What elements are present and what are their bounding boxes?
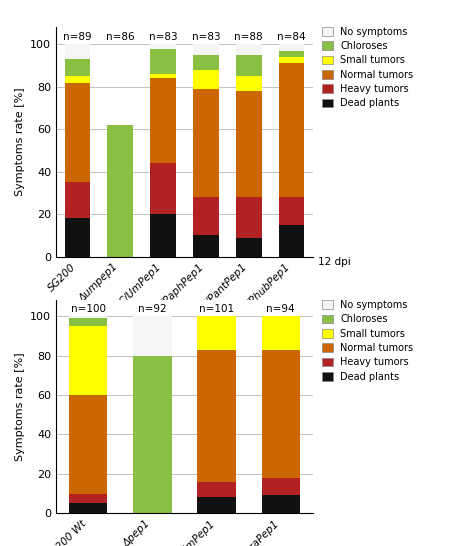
Text: n=83: n=83 [149,32,177,42]
Bar [193,55,219,70]
Bar [150,78,176,163]
Legend: No symptoms, Chloroses, Small tumors, Normal tumors, Heavy tumors, Dead plants: No symptoms, Chloroses, Small tumors, No… [318,296,417,385]
Bar [236,91,262,197]
Bar [150,44,176,49]
Bar [150,74,176,78]
Bar [64,82,90,182]
Bar [236,197,262,238]
Text: 12 dpi: 12 dpi [318,257,351,266]
Bar [150,49,176,74]
Text: n=100: n=100 [71,304,106,314]
Bar [69,503,107,513]
Bar [236,238,262,257]
Text: n=94: n=94 [267,304,295,314]
Bar [262,478,300,496]
Bar [236,44,262,55]
Bar [193,70,219,89]
Bar [69,326,107,395]
Bar [279,51,304,57]
Bar [69,318,107,326]
Bar [150,163,176,214]
Bar [193,44,219,55]
Bar [198,316,236,349]
Bar [193,235,219,257]
Bar [262,349,300,478]
Bar [198,349,236,482]
Bar [279,57,304,63]
Bar [279,197,304,225]
Legend: No symptoms, Chloroses, Small tumors, Normal tumors, Heavy tumors, Dead plants: No symptoms, Chloroses, Small tumors, No… [318,23,417,112]
Bar [236,76,262,91]
Bar [279,225,304,257]
Bar [107,125,133,257]
Bar [133,355,172,513]
Bar [69,395,107,494]
Bar [64,182,90,218]
Bar [198,497,236,513]
Text: n=101: n=101 [199,304,234,314]
Bar [262,316,300,349]
Bar [279,44,304,51]
Text: n=83: n=83 [191,32,220,42]
Bar [262,496,300,513]
Bar [193,89,219,197]
Bar [69,316,107,318]
Bar [133,316,172,355]
Y-axis label: Symptoms rate [%]: Symptoms rate [%] [14,88,25,196]
Bar [64,59,90,76]
Bar [64,76,90,82]
Text: n=86: n=86 [106,32,134,42]
Bar [64,44,90,59]
Bar [150,214,176,257]
Text: n=92: n=92 [138,304,167,314]
Bar [236,55,262,76]
Bar [279,63,304,197]
Y-axis label: Symptoms rate [%]: Symptoms rate [%] [14,353,25,461]
Text: n=84: n=84 [277,32,306,42]
Bar [193,197,219,235]
Text: n=88: n=88 [234,32,263,42]
Bar [64,218,90,257]
Text: n=89: n=89 [63,32,92,42]
Bar [69,494,107,503]
Bar [198,482,236,497]
